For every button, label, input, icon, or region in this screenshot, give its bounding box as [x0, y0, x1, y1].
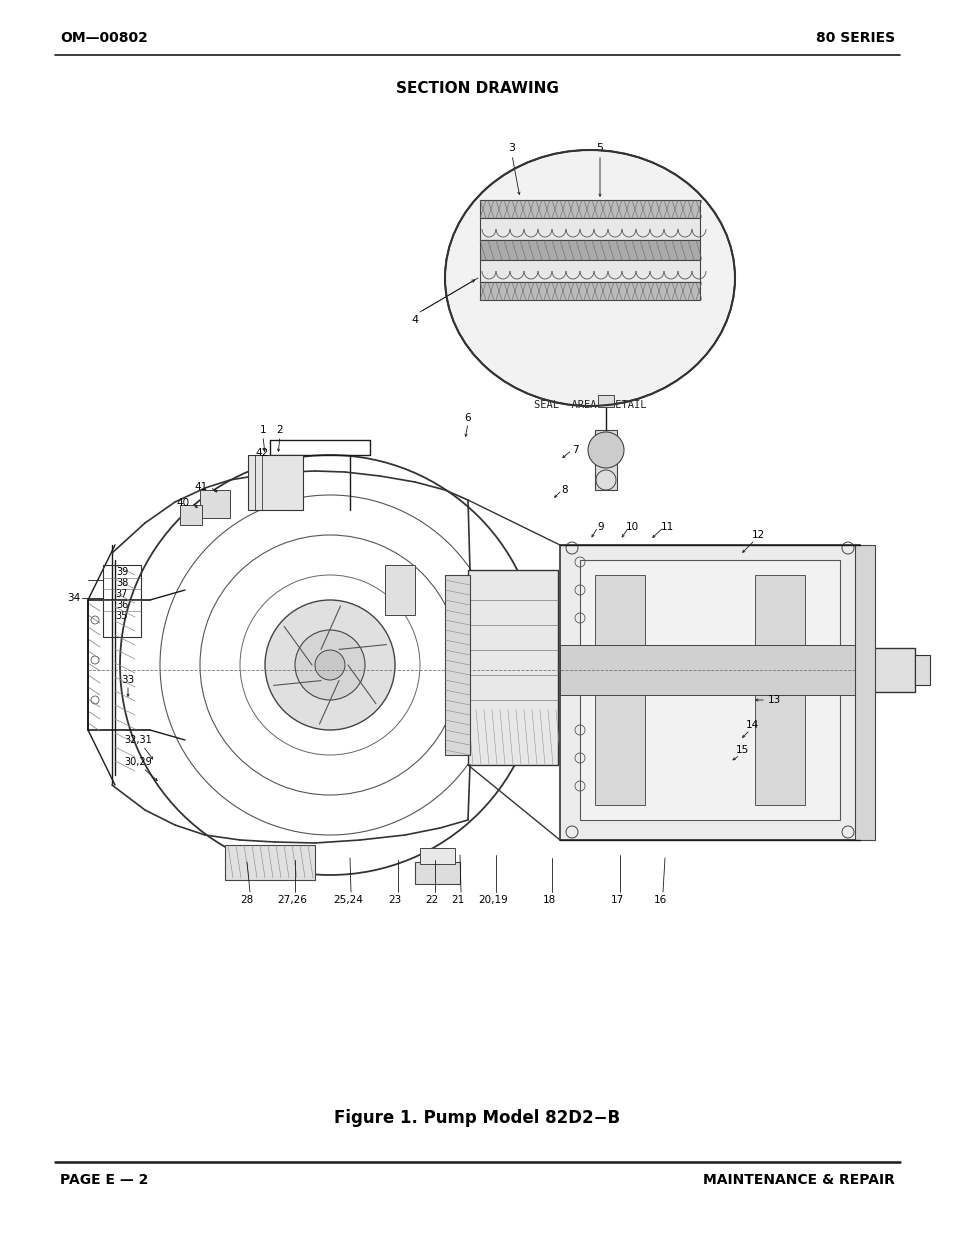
Text: 9: 9	[598, 522, 603, 532]
Text: 35: 35	[115, 611, 128, 621]
Circle shape	[314, 650, 345, 680]
Bar	[479, 240, 700, 261]
Text: 39: 39	[115, 567, 128, 577]
Text: 3: 3	[508, 143, 515, 153]
Bar	[854, 545, 874, 840]
Text: 33: 33	[121, 676, 134, 685]
Text: 34: 34	[67, 593, 80, 603]
Text: 41: 41	[194, 482, 208, 492]
Circle shape	[265, 600, 395, 730]
Text: OM—00802: OM—00802	[60, 31, 148, 44]
Text: 80 SERIES: 80 SERIES	[815, 31, 894, 44]
Text: 16: 16	[653, 895, 666, 905]
Text: 17: 17	[610, 895, 623, 905]
Text: 15: 15	[735, 745, 748, 755]
Bar	[415, 862, 459, 884]
Bar	[559, 545, 859, 840]
Bar	[479, 219, 700, 240]
Text: 21: 21	[451, 895, 464, 905]
Circle shape	[294, 630, 365, 700]
Text: 40: 40	[176, 498, 190, 508]
Bar	[595, 576, 644, 805]
Text: 12: 12	[751, 530, 763, 540]
Text: MAINTENANCE & REPAIR: MAINTENANCE & REPAIR	[702, 1173, 894, 1187]
Bar	[579, 559, 840, 820]
Text: 28: 28	[240, 895, 253, 905]
Text: 2: 2	[276, 425, 283, 435]
Circle shape	[587, 432, 623, 468]
Text: 6: 6	[464, 412, 471, 424]
Text: 30,29: 30,29	[124, 757, 152, 767]
Bar	[468, 571, 558, 764]
Text: 13: 13	[767, 695, 781, 705]
Text: 8: 8	[561, 485, 568, 495]
Text: 11: 11	[659, 522, 673, 532]
Bar	[419, 848, 455, 864]
Text: 18: 18	[542, 895, 555, 905]
Text: 22: 22	[425, 895, 438, 905]
Bar	[180, 505, 202, 525]
Bar	[754, 576, 804, 805]
Text: 38: 38	[115, 578, 128, 588]
Text: 5: 5	[596, 143, 603, 153]
Text: 7: 7	[571, 445, 578, 454]
Text: SEAL  AREA  DETAIL: SEAL AREA DETAIL	[533, 400, 645, 410]
Ellipse shape	[444, 149, 734, 406]
Bar	[444, 576, 470, 755]
Text: Figure 1. Pump Model 82D2−B: Figure 1. Pump Model 82D2−B	[334, 1109, 619, 1128]
Text: 10: 10	[625, 522, 638, 532]
Text: 25,24: 25,24	[333, 895, 362, 905]
Text: 36: 36	[115, 600, 128, 610]
Bar	[200, 490, 230, 517]
Bar	[559, 645, 859, 695]
Text: 42: 42	[255, 448, 269, 458]
Bar	[385, 564, 415, 615]
Text: 23: 23	[388, 895, 401, 905]
Bar	[248, 454, 303, 510]
Bar	[479, 261, 700, 282]
Bar	[479, 200, 700, 219]
Text: 32,31: 32,31	[124, 735, 152, 745]
Text: 20,19: 20,19	[477, 895, 507, 905]
Bar	[225, 845, 314, 881]
Bar	[598, 395, 614, 408]
Text: 37: 37	[115, 589, 128, 599]
Text: SECTION DRAWING: SECTION DRAWING	[395, 80, 558, 95]
Bar	[479, 282, 700, 300]
Bar	[595, 430, 617, 490]
Bar	[103, 564, 141, 637]
Text: 1: 1	[259, 425, 266, 435]
Text: 27,26: 27,26	[276, 895, 307, 905]
Text: 14: 14	[744, 720, 758, 730]
Text: PAGE E — 2: PAGE E — 2	[60, 1173, 149, 1187]
Bar	[859, 648, 914, 692]
Text: 4: 4	[411, 315, 418, 325]
Bar	[914, 655, 929, 685]
